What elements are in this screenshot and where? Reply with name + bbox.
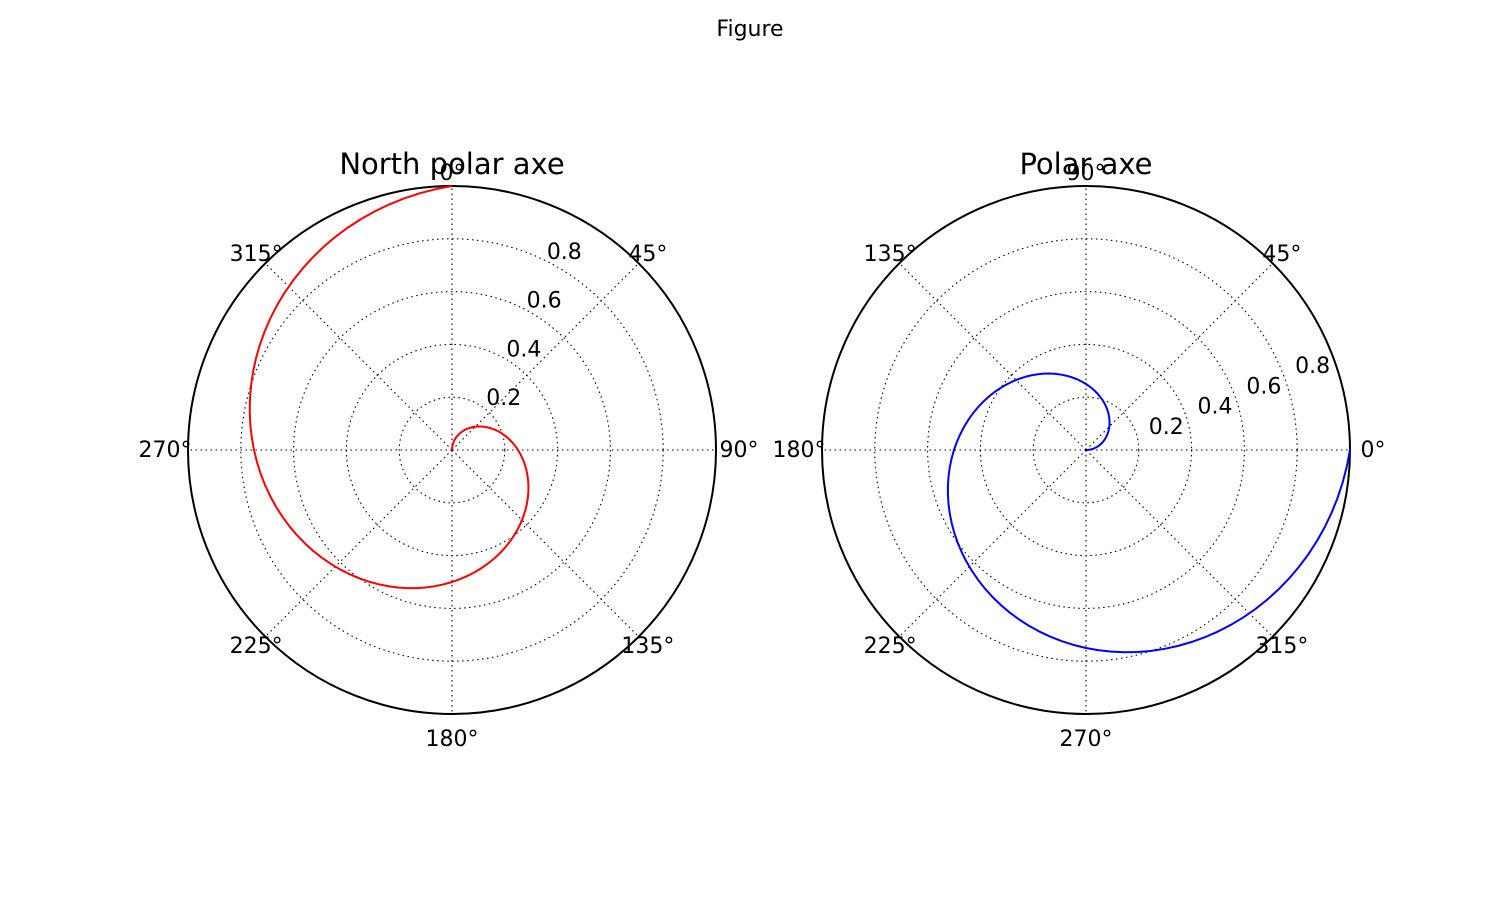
polar-r-tick-label-3: 0.8 xyxy=(1295,354,1330,379)
north-polar-series-line-0 xyxy=(248,185,530,590)
north-polar-theta-gridline-7 xyxy=(264,262,453,451)
polar-theta-gridline-5 xyxy=(898,449,1087,638)
north-polar-theta-tick-label-4: 180° xyxy=(426,727,479,752)
north-polar-theta-tick-label-3: 135° xyxy=(621,634,674,659)
polar-theta-tick-label-3: 135° xyxy=(864,242,917,267)
polar-theta-tick-label-4: 180° xyxy=(773,438,826,463)
north-polar-r-tick-label-0: 0.2 xyxy=(486,386,521,411)
polar-theta-tick-label-6: 270° xyxy=(1060,727,1113,752)
north-polar-theta-gridline-3 xyxy=(451,449,640,638)
north-polar-theta-tick-label-5: 225° xyxy=(230,634,283,659)
north-polar-theta-tick-label-7: 315° xyxy=(230,242,283,267)
polar-r-gridline-0 xyxy=(1032,396,1140,504)
north-polar-theta-tick-label-1: 45° xyxy=(628,242,667,267)
north-polar-theta-tick-label-0: 0° xyxy=(440,161,465,186)
north-polar-theta-tick-label-2: 90° xyxy=(720,438,759,463)
north-polar-r-gridline-0 xyxy=(398,396,506,504)
north-polar-theta-tick-label-6: 270° xyxy=(139,438,192,463)
north-polar-plot: 0° 45° 90° 135° 180° 225° 270° 315° 0.2 0.4 0.6 0.8… xyxy=(139,147,759,752)
polar-theta-gridline-3 xyxy=(898,262,1087,451)
polar-series-line-0 xyxy=(946,372,1351,654)
polar-r-tick-label-1: 0.4 xyxy=(1198,395,1233,420)
polar-theta-tick-label-0: 0° xyxy=(1361,438,1386,463)
polar-plot-title: Polar axe xyxy=(1019,147,1152,181)
north-polar-r-tick-label-1: 0.4 xyxy=(506,337,541,362)
polar-plot: 0° 45° 90° 135° 180° 225° 270° 315° 0.2 0.4 0.6 0.8… xyxy=(773,147,1386,752)
north-polar-theta-gridline-5 xyxy=(264,449,453,638)
polar-theta-gridline-7 xyxy=(1085,449,1274,638)
polar-theta-tick-label-5: 225° xyxy=(864,634,917,659)
polar-theta-tick-label-7: 315° xyxy=(1255,634,1308,659)
north-polar-r-gridline-2 xyxy=(293,291,611,609)
north-polar-r-tick-label-3: 0.8 xyxy=(547,240,582,265)
polar-theta-tick-label-1: 45° xyxy=(1262,242,1301,267)
north-polar-r-tick-label-2: 0.6 xyxy=(527,289,562,314)
north-polar-plot-title: North polar axe xyxy=(339,147,564,181)
polar-theta-tick-label-2: 90° xyxy=(1067,161,1106,186)
polar-r-tick-label-0: 0.2 xyxy=(1149,415,1184,440)
polar-r-tick-label-2: 0.6 xyxy=(1246,374,1281,399)
figure-title: Figure xyxy=(716,17,783,42)
polar-r-gridline-2 xyxy=(927,291,1245,609)
